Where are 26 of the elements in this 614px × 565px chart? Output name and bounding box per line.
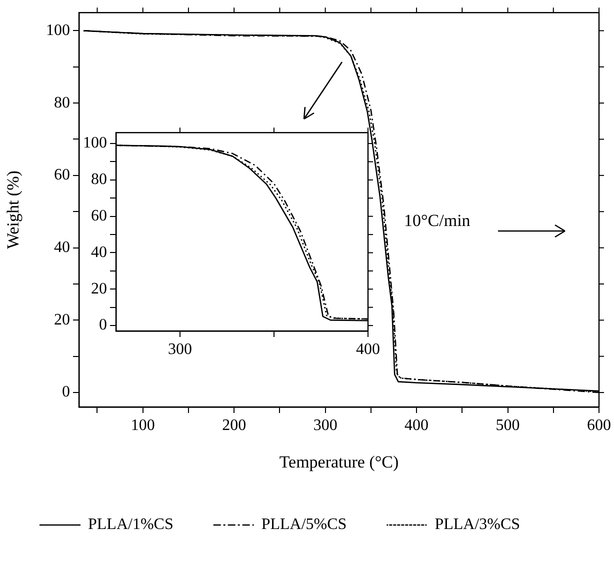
x-tick-label: 300: [313, 416, 338, 434]
x-tick-label: 600: [587, 416, 611, 434]
y-tick-label: 100: [46, 22, 70, 39]
y-tick-label: 0: [99, 316, 107, 334]
y-tick-label: 80: [91, 171, 107, 188]
x-axis-title: Temperature (°C): [279, 452, 399, 472]
x-tick-label: 400: [356, 340, 380, 358]
y-tick-label: 0: [62, 384, 70, 401]
y-tick-label: 40: [91, 244, 107, 261]
y-tick-label: 60: [91, 208, 107, 225]
x-tick-label: 300: [168, 340, 192, 358]
y-tick-label: 100: [83, 134, 107, 152]
y-tick-label: 20: [54, 311, 70, 328]
y-tick-label: 40: [54, 238, 70, 256]
annotation: 10°C/min: [404, 211, 471, 230]
x-tick-label: 200: [222, 416, 246, 434]
y-tick-label: 20: [91, 280, 107, 298]
legend-label: PLLA/1%CS: [88, 516, 174, 534]
x-tick-label: 400: [404, 416, 429, 434]
y-tick-label: 60: [54, 166, 70, 184]
x-tick-label: 500: [496, 416, 520, 434]
legend-label: PLLA/3%CS: [434, 516, 520, 534]
y-axis-title: Weight (%): [4, 170, 23, 250]
x-tick-label: 100: [130, 416, 155, 434]
legend-label: PLLA/5%CS: [261, 516, 347, 534]
y-tick-label: 80: [54, 94, 70, 112]
